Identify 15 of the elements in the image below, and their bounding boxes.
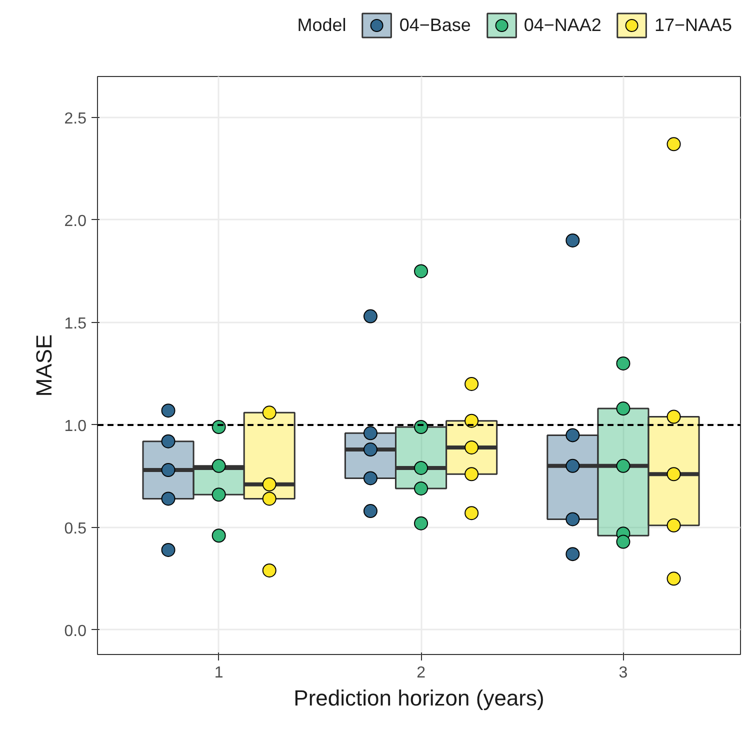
legend-label: 17−NAA5 — [654, 14, 732, 36]
legend-label: 04−Base — [399, 14, 471, 36]
y-tick-label: 0.5 — [64, 520, 87, 538]
y-axis-title: MASE — [31, 334, 56, 397]
legend-title: Model — [297, 14, 346, 36]
y-tick-label: 2.0 — [64, 212, 87, 230]
x-axis-title: Prediction horizon (years) — [294, 686, 544, 710]
y-tick-label: 2.5 — [64, 110, 87, 128]
y-tick-label: 0.0 — [64, 622, 87, 640]
x-tick-label: 2 — [416, 664, 426, 682]
x-tick-label: 1 — [214, 664, 224, 682]
x-tick-label: 3 — [618, 664, 628, 682]
y-tick-label: 1.5 — [64, 315, 87, 332]
y-tick-label: 1.0 — [64, 418, 87, 435]
legend-label: 04−NAA2 — [524, 14, 602, 36]
